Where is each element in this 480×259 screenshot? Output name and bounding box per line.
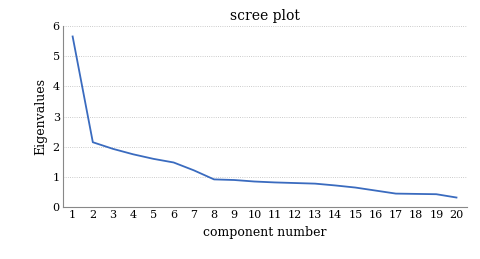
Title: scree plot: scree plot [229,9,299,23]
Y-axis label: Eigenvalues: Eigenvalues [34,78,47,155]
X-axis label: component number: component number [203,226,325,239]
